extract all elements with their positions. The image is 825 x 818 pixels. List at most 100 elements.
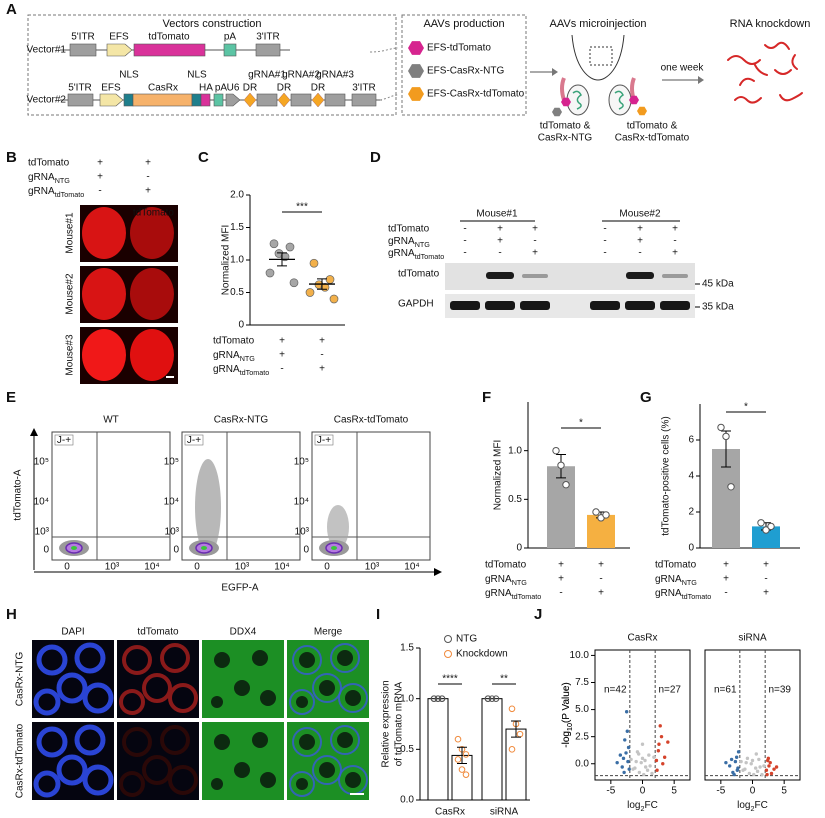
condition-mark: -	[559, 588, 562, 599]
condition-label-part: tdTomato	[55, 190, 85, 199]
panel-letter: A	[6, 1, 17, 18]
tubule-nuclei	[312, 673, 342, 703]
data-point	[662, 755, 667, 759]
arrow-head	[30, 428, 38, 436]
tubule-nuclei	[33, 770, 61, 798]
condition-mark: -	[673, 236, 676, 247]
x-tick-label: -5	[716, 786, 725, 797]
element-label: CasRx	[148, 83, 178, 94]
blot-strip	[445, 263, 695, 290]
data-point	[755, 769, 760, 774]
density-core	[331, 546, 337, 550]
data-point	[767, 522, 775, 531]
condition-label: gRNANTG	[388, 236, 430, 250]
data-point	[458, 766, 466, 773]
tubule-lumen	[211, 696, 223, 708]
gate-label: J-+	[57, 435, 71, 446]
condition-mark: -	[280, 364, 283, 375]
section-title: Vectors construction	[162, 18, 261, 30]
data-point	[637, 770, 642, 775]
tubule-lumen	[260, 772, 276, 788]
legend-marker	[444, 650, 452, 658]
data-point	[285, 242, 295, 252]
arrow-head	[434, 568, 442, 576]
tubule-nuclei	[74, 642, 106, 674]
tubule-lumen	[319, 762, 335, 778]
event-cloud	[195, 459, 221, 555]
element	[324, 93, 346, 107]
y-tick-label: 10⁴	[294, 497, 309, 508]
condition-label-part: NTG	[55, 176, 71, 185]
data-point	[484, 695, 492, 702]
y-tick-label: 1.0	[400, 693, 414, 704]
y-tick-label: 10³	[295, 527, 310, 538]
x-axis-label: log2FC	[737, 800, 768, 814]
testis-signal	[82, 207, 126, 259]
data-point	[624, 751, 628, 755]
tubule-lumen	[299, 734, 315, 750]
data-point	[634, 759, 638, 764]
count-label: n=27	[658, 685, 681, 696]
vectors-box	[27, 14, 397, 116]
condition-label-part: gRNA	[485, 588, 512, 599]
element	[200, 93, 211, 107]
error-bar	[277, 252, 287, 267]
y-axis-label-part: -log	[561, 731, 572, 748]
condition-mark: -	[603, 236, 606, 247]
data-point	[750, 758, 755, 763]
x-tick-label: 10⁴	[404, 562, 419, 573]
tubule-lumen	[299, 652, 315, 668]
condition-mark: +	[558, 560, 564, 571]
count-label: n=39	[768, 685, 791, 696]
data-point	[592, 508, 600, 516]
data-point	[648, 764, 652, 768]
condition-label-part: NTG	[240, 354, 256, 363]
data-point	[753, 766, 758, 770]
data-point	[289, 278, 299, 288]
data-point	[647, 753, 651, 757]
tubule-lumen	[296, 696, 308, 708]
bar	[547, 466, 575, 548]
mouse-outline	[571, 34, 625, 81]
aav-label: EFS-CasRx-tdTomato	[427, 89, 525, 100]
element-label: 5'ITR	[71, 32, 95, 43]
tubule-nuclei	[330, 643, 360, 673]
y-tick-label: 7.5	[575, 677, 589, 688]
condition-label: gRNAtdTomato	[28, 186, 84, 200]
element-label: pA	[215, 83, 228, 94]
data-point	[626, 759, 630, 764]
tubule-nuclei	[56, 754, 88, 786]
element-label: EFS	[101, 83, 121, 94]
x-axis-label-part: 2	[751, 804, 755, 813]
tubule-nuclei	[82, 764, 114, 796]
data-point	[757, 519, 765, 527]
x-axis-label-part: FC	[755, 800, 768, 811]
band-label: tdTomato	[398, 269, 440, 280]
promoter	[99, 93, 124, 107]
data-point	[659, 734, 664, 739]
bar	[427, 698, 449, 801]
tubule-lumen	[337, 732, 353, 748]
data-point	[305, 288, 315, 297]
panel-letter: J	[534, 606, 542, 623]
element	[123, 93, 134, 107]
direct-repeat	[277, 92, 291, 108]
plot-title: siRNA	[738, 633, 767, 644]
condition-mark: +	[279, 350, 285, 361]
y-tick-label: 0	[238, 320, 244, 331]
tubule-nuclei	[330, 725, 360, 755]
data-point	[626, 745, 631, 750]
x-tick-label: siRNA	[490, 807, 519, 818]
data-point	[729, 757, 734, 762]
promoter	[225, 93, 241, 107]
x-tick-label: 10³	[105, 562, 120, 573]
y-tick-label: 0.0	[575, 758, 589, 769]
data-point	[767, 764, 771, 768]
tubule-lumen	[319, 680, 335, 696]
hexagon	[637, 106, 647, 116]
condition-mark: +	[145, 186, 151, 197]
condition-label-part: NTG	[682, 578, 698, 587]
x-tick-label: 10⁴	[274, 562, 289, 573]
data-point	[454, 756, 462, 763]
x-tick-label: 0	[640, 786, 646, 797]
